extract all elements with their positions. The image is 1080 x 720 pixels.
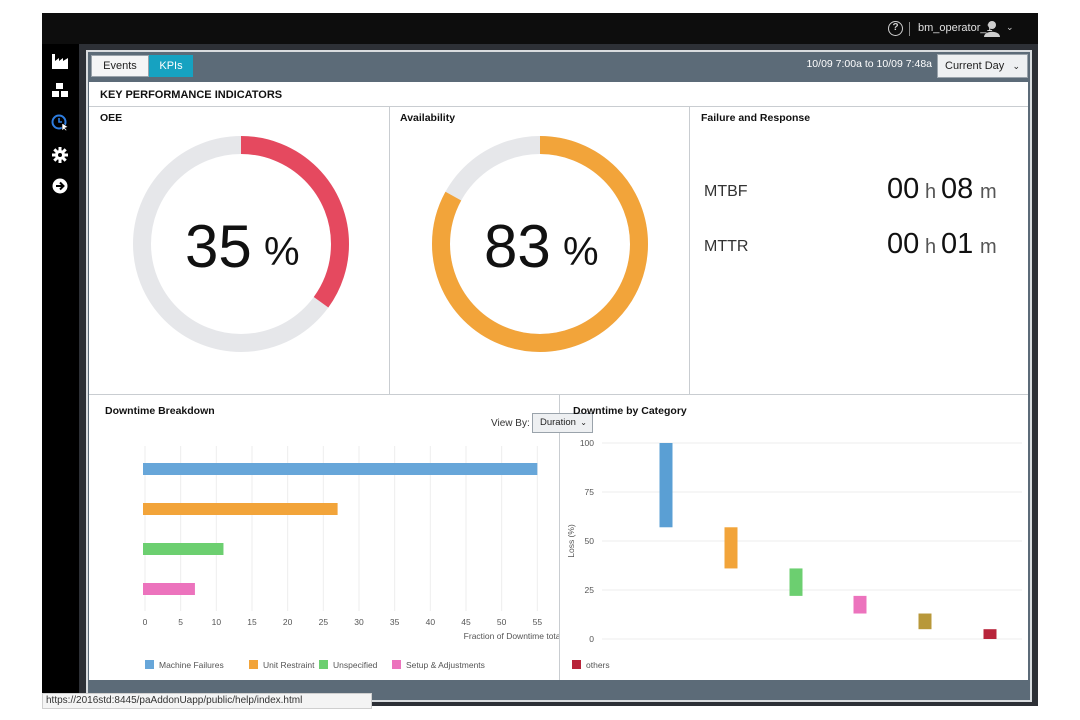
legend-swatch — [249, 660, 258, 669]
mtbf-label: MTBF — [704, 183, 748, 200]
mtbf-hours-unit: h — [925, 181, 937, 203]
bar — [143, 543, 224, 555]
mtbf-minutes: 08 — [941, 173, 974, 205]
x-tick-label: 25 — [319, 617, 329, 627]
x-tick-label: 5 — [178, 617, 183, 627]
bar — [918, 613, 932, 630]
mtbf-hours: 00 — [887, 173, 920, 205]
chevron-down-icon: ⌄ — [1012, 61, 1020, 71]
x-axis-title: Fraction of Downtime total (%) — [464, 631, 559, 641]
status-bar-url: https://2016std:8445/paAddonUapp/public/… — [42, 693, 372, 709]
chevron-down-icon[interactable]: ⌄ — [1006, 22, 1014, 32]
bar — [789, 568, 803, 596]
dashboard-clock-icon[interactable] — [51, 114, 69, 132]
mtbf-minutes-unit: m — [980, 181, 997, 203]
tab-kpis[interactable]: KPIs — [149, 55, 193, 77]
period-select[interactable]: Current Day ⌄ — [937, 54, 1028, 78]
legend-swatch — [145, 660, 154, 669]
username-label[interactable]: bm_operator_1 — [918, 22, 993, 34]
x-tick-label: 30 — [354, 617, 364, 627]
x-tick-label: 35 — [390, 617, 400, 627]
oee-donut — [133, 136, 349, 352]
y-tick-label: 50 — [585, 536, 595, 546]
y-tick-label: 0 — [589, 634, 594, 644]
user-avatar-icon[interactable] — [983, 19, 1001, 37]
oee-value: 35 — [185, 213, 252, 280]
view-by-label: View By: — [491, 418, 530, 429]
view-by-select[interactable]: Duration ⌄ — [532, 413, 593, 433]
failure-response-title: Failure and Response — [701, 112, 811, 124]
mttr-hours-unit: h — [925, 236, 937, 258]
availability-donut — [432, 136, 648, 352]
sidebar — [42, 44, 79, 706]
legend-swatch — [572, 660, 581, 669]
gear-icon[interactable] — [51, 146, 69, 164]
x-tick-label: 45 — [461, 617, 471, 627]
legend-label: Unspecified — [333, 660, 378, 670]
y-tick-label: 100 — [580, 438, 594, 448]
tab-events[interactable]: Events — [91, 55, 149, 77]
bar — [853, 595, 867, 614]
oee-unit: % — [264, 230, 300, 274]
kpi-section-title: KEY PERFORMANCE INDICATORS — [100, 89, 283, 101]
view-by-value: Duration — [540, 417, 576, 428]
divider — [89, 394, 1028, 395]
divider — [89, 106, 1028, 107]
kpi-content: KEY PERFORMANCE INDICATORS OEE 35 % Avai… — [89, 82, 1028, 680]
downtime-category-title: Downtime by Category — [573, 405, 687, 417]
legend-label: Machine Failures — [159, 660, 224, 670]
top-bar: ? bm_operator_1 ⌄ — [42, 13, 1038, 44]
y-tick-label: 75 — [585, 487, 595, 497]
legend-swatch — [319, 660, 328, 669]
bar — [983, 629, 997, 639]
period-select-value: Current Day — [945, 60, 1005, 72]
x-tick-label: 55 — [533, 617, 543, 627]
divider — [689, 106, 690, 394]
availability-value: 83 — [484, 213, 551, 280]
mttr-label: MTTR — [704, 238, 749, 255]
oee-donut-value — [133, 136, 349, 352]
availability-unit: % — [563, 230, 599, 274]
time-range-label: 10/09 7:00a to 10/09 7:48a — [806, 58, 932, 70]
y-tick-label: 25 — [585, 585, 595, 595]
downtime-breakdown-chart: 051015202530354045505560Fraction of Down… — [143, 446, 559, 670]
cubes-icon[interactable] — [51, 82, 69, 100]
x-tick-label: 20 — [283, 617, 293, 627]
app-window: ? bm_operator_1 ⌄ — [42, 13, 1038, 706]
legend-label: Unit Restraint — [263, 660, 315, 670]
bar — [143, 503, 338, 515]
divider — [559, 394, 560, 680]
factory-icon[interactable] — [51, 52, 69, 70]
bar — [659, 443, 673, 528]
mttr-hours: 00 — [887, 228, 920, 260]
divider — [389, 106, 390, 394]
oee-title: OEE — [100, 112, 123, 124]
chevron-down-icon: ⌄ — [580, 418, 587, 427]
availability-title: Availability — [400, 112, 456, 124]
mttr-minutes: 01 — [941, 228, 974, 260]
y-axis-title: Loss (%) — [566, 524, 576, 558]
bar — [724, 527, 738, 569]
x-tick-label: 40 — [426, 617, 436, 627]
bar — [143, 463, 538, 475]
legend-label: Setup & Adjustments — [406, 660, 485, 670]
downtime-breakdown-title: Downtime Breakdown — [105, 405, 215, 417]
mttr-minutes-unit: m — [980, 236, 997, 258]
x-tick-label: 10 — [212, 617, 222, 627]
bar — [143, 583, 195, 595]
availability-donut-value — [432, 136, 648, 352]
x-tick-label: 15 — [247, 617, 257, 627]
arrow-right-circle-icon[interactable] — [51, 177, 69, 195]
header-divider — [909, 22, 910, 36]
legend-swatch — [392, 660, 401, 669]
x-tick-label: 50 — [497, 617, 507, 627]
help-icon[interactable]: ? — [888, 21, 903, 36]
x-tick-label: 0 — [143, 617, 148, 627]
legend-label: others — [586, 660, 610, 670]
